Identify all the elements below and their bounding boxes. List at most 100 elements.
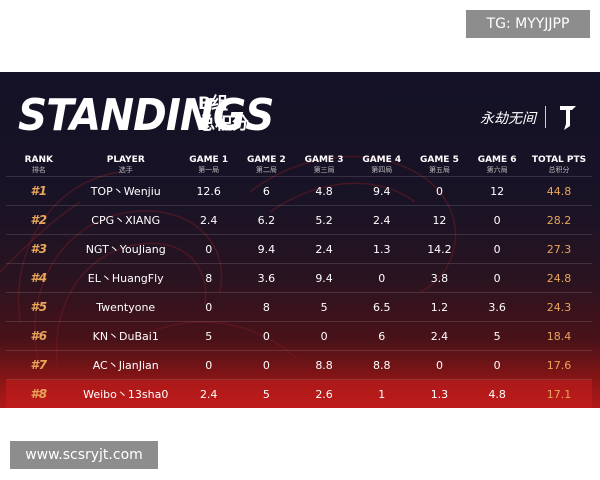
game-4-cell: 0	[352, 263, 411, 293]
game-1-cell: 2.4	[179, 205, 238, 235]
player-cell: KN丶DuBai1	[71, 321, 180, 351]
column-total: TOTAL PTS 总积分	[531, 155, 587, 174]
rank-cell: #6	[6, 321, 72, 351]
game-4-cell: 8.8	[352, 350, 411, 380]
column-player: PLAYER 选手	[106, 155, 145, 174]
brand-mark-icon	[560, 106, 576, 130]
player-cell: CPG丶XIANG	[71, 205, 180, 235]
table-row: #8 Weibo丶13sha0 2.4 5 2.6 1 1.3 4.8 17.1	[6, 379, 592, 408]
game-4-cell: 1.3	[352, 234, 411, 264]
column-game-6: GAME 6 第六局	[477, 155, 517, 174]
table-row: #7 AC丶JianJian 0 0 8.8 8.8 0 0 17.6	[6, 350, 592, 380]
game-4-cell: 9.4	[352, 176, 411, 206]
page-title: STANDINGS	[18, 90, 274, 141]
game-1-cell: 5	[179, 321, 238, 351]
total-cell: 27.3	[525, 234, 592, 264]
game-1-cell: 0	[179, 350, 238, 380]
game-2-cell: 5	[237, 379, 296, 408]
total-cell: 44.8	[525, 176, 592, 206]
game-6-cell: 0	[468, 263, 526, 293]
total-cell: 24.8	[525, 263, 592, 293]
game-3-cell: 0	[295, 321, 353, 351]
player-cell: TOP丶Wenjiu	[71, 176, 180, 206]
total-cell: 24.3	[525, 292, 592, 322]
column-game-4: GAME 4 第四局	[362, 155, 402, 174]
player-cell: EL丶HuangFly	[71, 263, 180, 293]
table-header: RANK 排名 PLAYER 选手 GAME 1 第一局 GAME 2 第二局 GAME…	[6, 154, 592, 177]
table-row: #3 NGT丶YouJiang 0 9.4 2.4 1.3 14.2 0 27.…	[6, 234, 592, 264]
game-2-cell: 8	[237, 292, 296, 322]
rank-cell: #4	[6, 263, 72, 293]
game-5-cell: 1.2	[410, 292, 469, 322]
watermark-top: TG: MYYJJPP	[466, 10, 590, 38]
total-cell: 17.1	[525, 379, 592, 408]
table-row: #1 TOP丶Wenjiu 12.6 6 4.8 9.4 0 12 44.8	[6, 176, 592, 206]
game-2-cell: 3.6	[237, 263, 296, 293]
game-4-cell: 6.5	[352, 292, 411, 322]
game-4-cell: 1	[352, 379, 411, 408]
table-row: #5 Twentyone 0 8 5 6.5 1.2 3.6 24.3	[6, 292, 592, 322]
standings-board: STANDINGS B组 总积分 永劫无间 RANK 排名 PLAYER 选手 GA…	[0, 72, 600, 408]
game-5-cell: 12	[410, 205, 469, 235]
column-game-5: GAME 5 第五局	[420, 155, 459, 174]
game-3-cell: 2.6	[295, 379, 353, 408]
game-6-cell: 3.6	[468, 292, 526, 322]
table-row: #2 CPG丶XIANG 2.4 6.2 5.2 2.4 12 0 28.2	[6, 205, 592, 235]
game-5-cell: 0	[410, 350, 469, 380]
logo-divider	[545, 106, 546, 128]
game-6-cell: 5	[468, 321, 526, 351]
game-3-cell: 5.2	[295, 205, 353, 235]
game-1-cell: 0	[179, 292, 238, 322]
game-1-cell: 8	[179, 263, 238, 293]
game-3-cell: 5	[295, 292, 353, 322]
table-row: #6 KN丶DuBai1 5 0 0 6 2.4 5 18.4	[6, 321, 592, 351]
game-3-cell: 9.4	[295, 263, 353, 293]
rank-cell: #1	[6, 176, 72, 206]
game-1-cell: 0	[179, 234, 238, 264]
player-cell: Weibo丶13sha0	[71, 379, 180, 408]
game-2-cell: 0	[237, 321, 296, 351]
game-5-cell: 14.2	[410, 234, 469, 264]
watermark-bottom: www.scsryjt.com	[10, 441, 158, 469]
game-3-cell: 4.8	[295, 176, 353, 206]
game-2-cell: 0	[237, 350, 296, 380]
group-name: B组	[198, 94, 228, 114]
game-6-cell: 0	[468, 205, 526, 235]
column-game-2: GAME 2 第二局	[246, 155, 286, 174]
standings-table: RANK 排名 PLAYER 选手 GAME 1 第一局 GAME 2 第二局 GAME…	[6, 154, 592, 408]
game-6-cell: 0	[468, 350, 526, 380]
game-2-cell: 6.2	[237, 205, 296, 235]
column-game-1: GAME 1 第一局	[189, 155, 229, 174]
game-1-cell: 2.4	[179, 379, 238, 408]
game-5-cell: 1.3	[410, 379, 469, 408]
rank-cell: #5	[6, 292, 72, 322]
group-subtitle: 总积分	[198, 114, 249, 134]
player-cell: Twentyone	[71, 292, 180, 322]
game-1-cell: 12.6	[179, 176, 238, 206]
column-game-3: GAME 3 第三局	[304, 155, 344, 174]
rank-cell: #2	[6, 205, 72, 235]
rank-cell: #8	[6, 379, 72, 408]
game-5-cell: 0	[410, 176, 469, 206]
game-3-cell: 2.4	[295, 234, 353, 264]
game-2-cell: 6	[237, 176, 296, 206]
table-row: #4 EL丶HuangFly 8 3.6 9.4 0 3.8 0 24.8	[6, 263, 592, 293]
game-4-cell: 6	[352, 321, 411, 351]
player-cell: AC丶JianJian	[71, 350, 180, 380]
total-cell: 17.6	[525, 350, 592, 380]
rank-cell: #7	[6, 350, 72, 380]
game-5-cell: 3.8	[410, 263, 469, 293]
game-3-cell: 8.8	[295, 350, 353, 380]
player-cell: NGT丶YouJiang	[71, 234, 180, 264]
game-logo-text: 永劫无间	[480, 111, 536, 127]
group-label: B组 总积分	[198, 94, 249, 134]
total-cell: 18.4	[525, 321, 592, 351]
game-5-cell: 2.4	[410, 321, 469, 351]
rank-cell: #3	[6, 234, 72, 264]
game-2-cell: 9.4	[237, 234, 296, 264]
game-6-cell: 4.8	[468, 379, 526, 408]
game-6-cell: 0	[468, 234, 526, 264]
game-6-cell: 12	[468, 176, 526, 206]
column-rank: RANK 排名	[24, 155, 54, 174]
game-4-cell: 2.4	[352, 205, 411, 235]
